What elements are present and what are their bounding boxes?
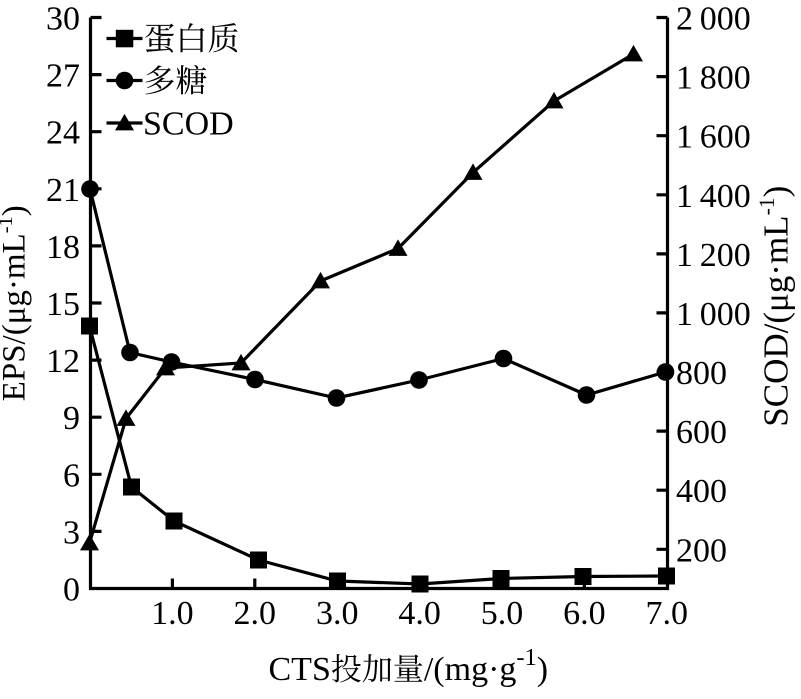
svg-text:4.0: 4.0 [398, 595, 441, 632]
svg-text:1 600: 1 600 [676, 119, 751, 156]
svg-text:-1: -1 [755, 197, 779, 215]
svg-text:): ) [757, 186, 796, 198]
svg-text:27: 27 [46, 58, 80, 95]
svg-text:SCOD/(μg·mL: SCOD/(μg·mL [757, 215, 796, 426]
svg-text:2 000: 2 000 [676, 1, 751, 38]
svg-text:/(mg·g: /(mg·g [424, 651, 517, 688]
svg-text:1 000: 1 000 [676, 296, 751, 333]
svg-text:2.0: 2.0 [234, 595, 277, 632]
svg-text:): ) [0, 205, 33, 216]
svg-text:7.0: 7.0 [646, 595, 689, 632]
svg-text:15: 15 [46, 286, 80, 323]
svg-text:12: 12 [46, 343, 80, 380]
svg-text:1 400: 1 400 [676, 178, 751, 215]
svg-text:0: 0 [63, 572, 80, 609]
svg-text:EPS/(μg·mL: EPS/(μg·mL [0, 233, 33, 401]
svg-text:CTS: CTS [269, 651, 331, 688]
svg-text:SCOD: SCOD [143, 106, 234, 143]
svg-text:1 200: 1 200 [676, 237, 751, 274]
svg-text:1.0: 1.0 [151, 595, 194, 632]
svg-text:-1: -1 [0, 216, 17, 233]
svg-text:24: 24 [46, 115, 80, 152]
svg-text:6.0: 6.0 [563, 595, 606, 632]
svg-text:21: 21 [46, 172, 80, 209]
svg-text:): ) [537, 651, 548, 688]
svg-text:30: 30 [46, 1, 80, 38]
svg-text:5.0: 5.0 [481, 595, 524, 632]
svg-text:200: 200 [676, 532, 727, 569]
svg-text:9: 9 [63, 400, 80, 437]
svg-text:-1: -1 [516, 644, 536, 671]
svg-text:3.0: 3.0 [316, 595, 359, 632]
svg-text:800: 800 [676, 355, 727, 392]
svg-text:600: 600 [676, 414, 727, 451]
svg-text:6: 6 [63, 457, 80, 494]
svg-text:3: 3 [63, 514, 80, 551]
svg-text:1 800: 1 800 [676, 60, 751, 97]
svg-text:18: 18 [46, 229, 80, 266]
svg-text:400: 400 [676, 473, 727, 510]
